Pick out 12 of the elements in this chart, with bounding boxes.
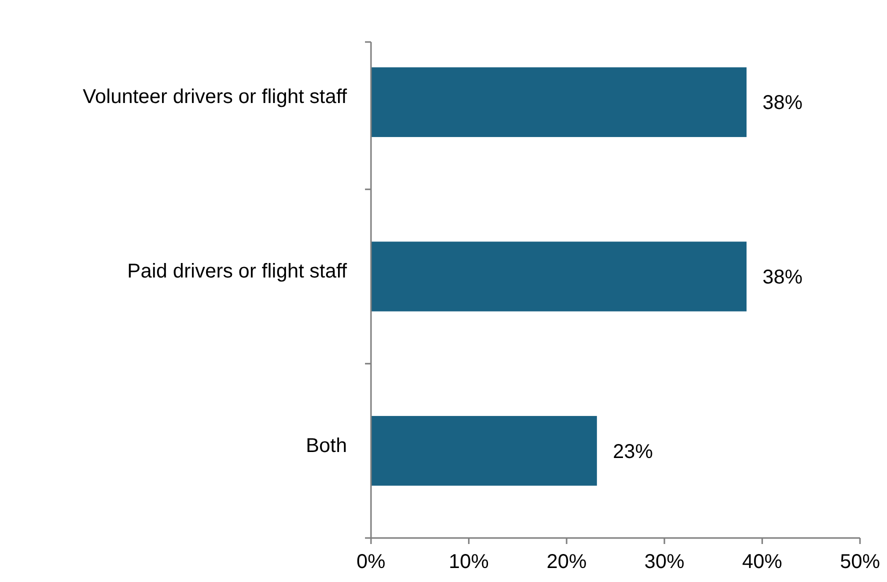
- x-tick-label: 0%: [356, 551, 386, 573]
- x-tick-label: 20%: [546, 551, 587, 573]
- x-tick-label: 50%: [840, 551, 880, 573]
- y-tick-label: Paid drivers or flight staff: [127, 260, 348, 282]
- data-label: 38%: [762, 92, 803, 114]
- data-label: 23%: [612, 440, 654, 463]
- y-tick-label: Volunteer drivers or flight staff: [82, 86, 348, 108]
- x-tick-label: 30%: [644, 551, 685, 573]
- x-tick-label: 10%: [448, 551, 490, 573]
- y-tick-label: Both: [306, 434, 347, 457]
- data-label: 38%: [762, 266, 803, 288]
- x-tick-label: 40%: [742, 551, 782, 573]
